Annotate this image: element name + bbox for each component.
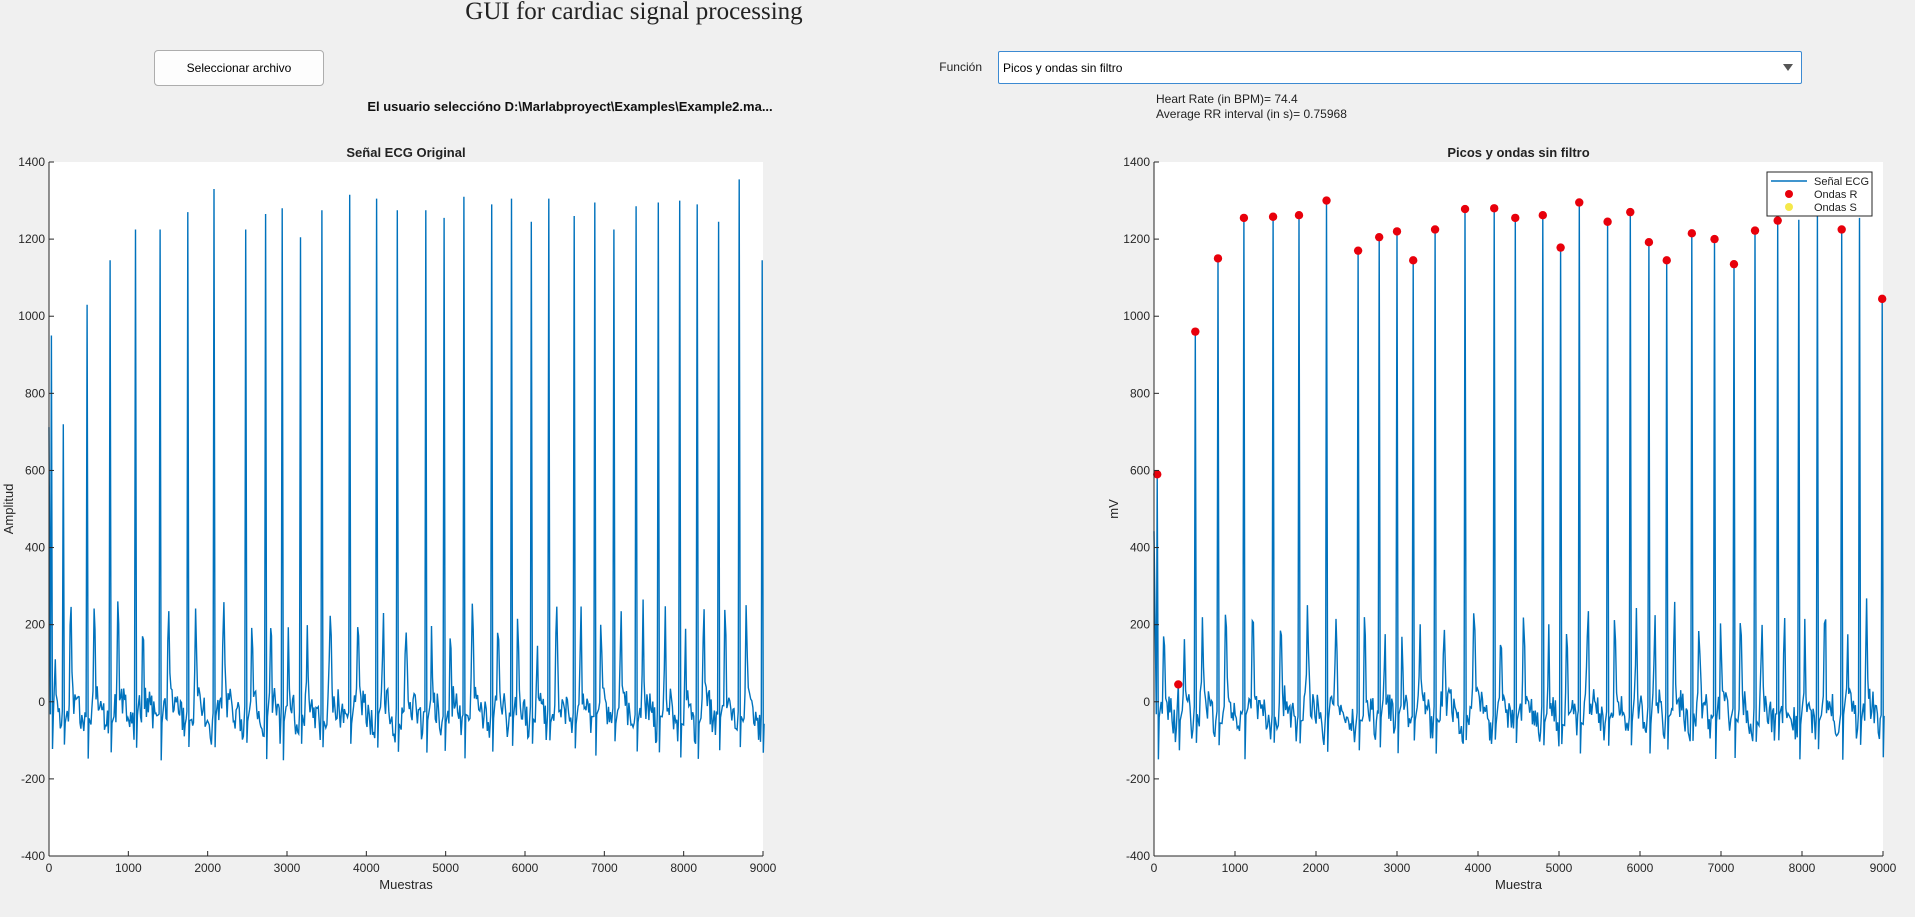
right-chart-marker-r (1374, 232, 1384, 242)
right-chart-marker-r (1294, 211, 1304, 220)
avg-rr-text: Average RR interval (in s)= 0.75968 (1156, 107, 1347, 121)
left-chart-x-tick-label: 3000 (274, 861, 301, 875)
left-chart-y-tick-label: 600 (25, 463, 45, 477)
left-chart-x-tick-label: 9000 (750, 861, 777, 875)
right-chart-xlabel: Muestra (1495, 877, 1543, 892)
function-dropdown[interactable]: Picos y ondas sin filtro (998, 51, 1802, 84)
select-file-button[interactable]: Seleccionar archivo (154, 50, 324, 86)
left-chart-x-tick-label: 2000 (194, 861, 221, 875)
right-chart-x-tick-label: 0 (1151, 861, 1158, 875)
right-chart-x-tick-label: 9000 (1870, 861, 1897, 875)
right-chart-y-tick-label: 800 (1130, 386, 1150, 400)
right-chart-marker-r (1626, 207, 1635, 217)
left-chart-x-tick-label: 6000 (512, 861, 539, 875)
left-chart-x-tick-label: 7000 (591, 861, 618, 875)
left-chart-y-tick-label: 400 (25, 541, 45, 555)
right-chart-x-tick-label: 4000 (1465, 861, 1492, 875)
left-chart-xlabel: Muestras (379, 877, 433, 892)
left-chart-x-tick-label: 4000 (353, 861, 380, 875)
right-chart-y-tick-label: 200 (1130, 618, 1150, 632)
right-chart-marker-r (1773, 216, 1782, 225)
right-chart-y-tick-label: 600 (1130, 463, 1150, 477)
right-chart-plot-area (1154, 162, 1883, 856)
right-chart-legend-entry: Ondas R (1814, 189, 1857, 201)
left-chart-y-tick-label: -200 (21, 772, 45, 786)
left-chart-y-tick-label: -400 (21, 849, 45, 863)
right-chart-marker-r (1662, 256, 1671, 265)
left-chart-y-tick-label: 1400 (18, 155, 45, 169)
right-chart-marker-r (1644, 237, 1654, 247)
right-chart-x-tick-label: 8000 (1789, 861, 1816, 875)
left-chart-y-tick-label: 1200 (18, 232, 45, 246)
right-chart-title: Picos y ondas sin filtro (1447, 145, 1589, 160)
right-chart-marker-r (1538, 211, 1548, 220)
right-chart-legend-marker-icon (1785, 203, 1793, 211)
right-chart-x-tick-label: 1000 (1222, 861, 1249, 875)
right-chart-ylabel: mV (1106, 499, 1121, 519)
right-chart-legend-marker-icon (1785, 190, 1793, 198)
right-chart-marker-r (1556, 243, 1565, 252)
app-title: GUI for cardiac signal processing (465, 0, 803, 25)
right-chart-y-tick-label: 1000 (1123, 309, 1150, 323)
left-chart-y-tick-label: 800 (25, 386, 45, 400)
right-chart-marker-r (1575, 198, 1584, 207)
right-chart-x-tick-label: 5000 (1546, 861, 1573, 875)
left-chart-plot-area (49, 162, 763, 856)
right-chart-y-tick-label: -200 (1126, 772, 1150, 786)
chart-peaks-waves: 0 1000 2000 3000 4000 5000 6000 7000 8000 9000-40… (1106, 145, 1897, 892)
left-chart-signal-line (48, 179, 765, 761)
right-chart-signal-line (1153, 200, 1885, 760)
right-chart-marker-r (1750, 226, 1760, 235)
right-chart-y-tick-label: 0 (1143, 695, 1150, 709)
right-chart-marker-r (1213, 254, 1223, 263)
right-chart-marker-r (1268, 212, 1278, 221)
right-chart-marker-r (1353, 246, 1363, 255)
right-chart-x-tick-label: 2000 (1303, 861, 1330, 875)
right-chart-x-tick-label: 6000 (1627, 861, 1654, 875)
chart-original-ecg: 0 1000 2000 3000 4000 5000 6000 7000 8000 9000-40… (1, 145, 777, 892)
left-chart-ylabel: Amplitud (1, 484, 16, 535)
right-chart-marker-r (1239, 213, 1249, 223)
right-chart-marker-r (1687, 229, 1697, 238)
left-chart-y-tick-label: 1000 (18, 309, 45, 323)
right-chart-y-tick-label: -400 (1126, 849, 1150, 863)
right-chart-marker-r (1322, 196, 1331, 205)
right-chart-marker-r (1392, 227, 1402, 236)
right-chart-legend-box (1766, 171, 1873, 217)
left-chart-y-tick-label: 0 (38, 695, 45, 709)
right-chart-marker-r (1837, 225, 1846, 234)
right-chart-marker-r (1409, 256, 1418, 265)
left-chart-y-tick-label: 200 (25, 618, 45, 632)
right-chart-legend-entry: Ondas S (1814, 202, 1857, 214)
right-chart-marker-r (1729, 259, 1739, 269)
right-chart-x-tick-label: 7000 (1708, 861, 1735, 875)
right-chart-marker-r (1191, 327, 1200, 336)
right-chart-y-tick-label: 1400 (1123, 155, 1150, 169)
left-chart-x-tick-label: 1000 (115, 861, 142, 875)
dropdown-arrow-icon[interactable] (1783, 64, 1793, 71)
right-chart-x-tick-label: 3000 (1384, 861, 1411, 875)
right-chart-marker-r (1511, 213, 1520, 223)
function-label: Función (939, 60, 982, 74)
right-chart-marker-r (1710, 234, 1719, 244)
right-chart-marker-r (1174, 680, 1183, 689)
left-chart-x-tick-label: 5000 (432, 861, 459, 875)
left-chart-title: Señal ECG Original (346, 145, 465, 160)
right-chart-marker-r (1877, 294, 1887, 304)
heart-rate-text: Heart Rate (in BPM)= 74.4 (1156, 92, 1298, 106)
function-dropdown-value: Picos y ondas sin filtro (1003, 61, 1123, 75)
right-chart-marker-r (1460, 204, 1470, 214)
left-chart-x-tick-label: 8000 (670, 861, 697, 875)
right-chart-y-tick-label: 400 (1130, 541, 1150, 555)
right-chart-marker-r (1153, 470, 1162, 479)
selected-file-label: El usuario seleccióno D:\Marlabproyect\E… (367, 99, 773, 114)
left-chart-x-tick-label: 0 (46, 861, 53, 875)
right-chart-legend-entry: Señal ECG (1814, 176, 1869, 188)
right-chart-marker-r (1490, 204, 1499, 213)
right-chart-marker-r (1430, 225, 1440, 234)
right-chart-marker-r (1603, 217, 1612, 226)
right-chart-y-tick-label: 1200 (1123, 232, 1150, 246)
